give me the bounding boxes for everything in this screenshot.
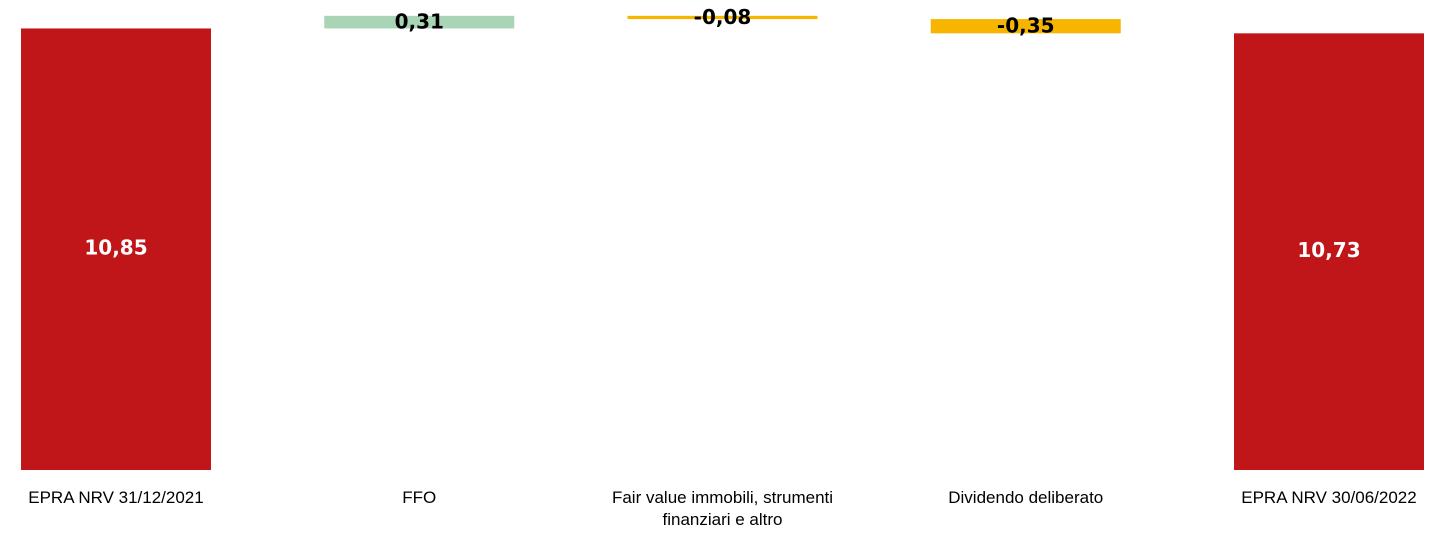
data-label: -0,35 (997, 14, 1055, 38)
data-label: -0,08 (694, 5, 752, 29)
bar (21, 28, 211, 470)
x-tick-label: Fair value immobili, strumenti finanziar… (611, 488, 834, 529)
bar (1234, 33, 1424, 470)
x-tick-label: EPRA NRV 31/12/2021 (28, 488, 204, 507)
x-tick-label: FFO (402, 488, 437, 507)
bar (930, 19, 1121, 34)
bar (627, 15, 818, 20)
data-label: 10,85 (84, 236, 147, 260)
data-label: 0,31 (395, 10, 444, 34)
data-label: 10,73 (1297, 238, 1360, 262)
x-tick-label: EPRA NRV 30/06/2022 (1241, 488, 1417, 507)
x-tick-label: Dividendo deliberato (948, 488, 1104, 507)
bar (324, 15, 515, 29)
